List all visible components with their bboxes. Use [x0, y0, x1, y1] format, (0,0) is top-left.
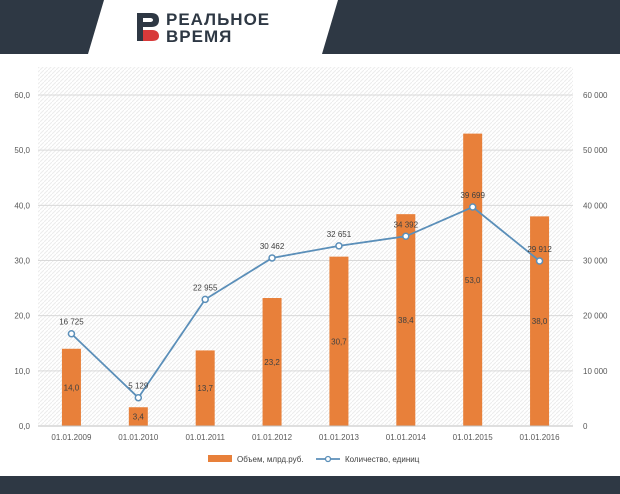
left-tick-label: 10,0 [14, 367, 30, 376]
bar-value-label: 23,2 [264, 358, 280, 367]
left-tick-label: 30,0 [14, 257, 30, 266]
right-tick-label: 0 [583, 422, 588, 431]
right-tick-label: 60 000 [583, 91, 608, 100]
logo-plate [88, 0, 338, 54]
line-value-label: 30 462 [260, 242, 285, 251]
left-tick-label: 60,0 [14, 91, 30, 100]
bar-value-label: 30,7 [331, 337, 347, 346]
bar [195, 350, 215, 426]
bar [61, 348, 81, 426]
bar-value-label: 13,7 [197, 384, 213, 393]
bar-value-label: 38,4 [398, 316, 414, 325]
x-tick-label: 01.01.2013 [319, 433, 360, 442]
right-tick-label: 30 000 [583, 257, 608, 266]
bar [329, 256, 349, 426]
plot-background [38, 67, 573, 425]
line-value-label: 39 699 [460, 191, 485, 200]
x-tick-label: 01.01.2016 [520, 433, 561, 442]
line-value-label: 16 725 [59, 318, 84, 327]
bar [262, 298, 282, 426]
line-series [70, 205, 541, 400]
bar [463, 133, 483, 426]
bar [396, 214, 416, 426]
left-tick-label: 20,0 [14, 312, 30, 321]
line-value-label: 29 912 [527, 245, 552, 254]
right-tick-label: 50 000 [583, 146, 608, 155]
x-tick-label: 01.01.2009 [51, 433, 92, 442]
legend-bar-label: Объем, млрд.руб. [237, 455, 304, 464]
x-tick-label: 01.01.2015 [453, 433, 494, 442]
line-point [201, 295, 209, 304]
combo-chart: 14,0 3,4 13,7 23,2 30,7 38,4 53,0 38,0 16 725 5 1… [14, 67, 608, 464]
bar-value-label: 3,4 [133, 413, 145, 422]
right-tick-label: 10 000 [583, 367, 608, 376]
line-value-label: 34 392 [394, 220, 419, 229]
bar [530, 216, 550, 426]
right-tick-label: 40 000 [583, 201, 608, 210]
bar-value-label: 14,0 [64, 383, 80, 392]
legend-line-marker [324, 455, 332, 463]
right-tick-label: 20 000 [583, 312, 608, 321]
line-point [268, 254, 276, 262]
line-point [402, 232, 410, 241]
left-tick-label: 40,0 [14, 201, 30, 210]
line-point [335, 242, 343, 250]
legend-bar-swatch [208, 455, 232, 462]
line-value-label: 22 955 [193, 283, 218, 292]
brand-name-line1: РЕАЛЬНОЕ [166, 10, 271, 29]
header-bar: РЕАЛЬНОЕ ВРЕМЯ [0, 0, 620, 54]
x-tick-label: 01.01.2012 [252, 433, 293, 442]
line-value-label: 32 651 [327, 230, 352, 239]
line-point [67, 329, 76, 338]
left-tick-label: 50,0 [14, 146, 30, 155]
line-point [468, 203, 477, 211]
line-point [134, 393, 143, 402]
bar-value-label: 53,0 [465, 276, 481, 285]
logo-icon [137, 13, 159, 41]
x-tick-label: 01.01.2014 [386, 433, 427, 442]
brand-name-line2: ВРЕМЯ [166, 27, 233, 46]
line-value-label: 5 129 [128, 382, 149, 391]
bar-value-label: 38,0 [532, 317, 548, 326]
legend-line-label: Количество, единиц [345, 455, 420, 464]
x-tick-label: 01.01.2010 [118, 433, 159, 442]
line-point [535, 257, 544, 265]
footer-bar [0, 476, 620, 494]
x-tick-label: 01.01.2011 [185, 433, 225, 442]
left-tick-label: 0,0 [19, 422, 31, 431]
bar [128, 407, 148, 426]
